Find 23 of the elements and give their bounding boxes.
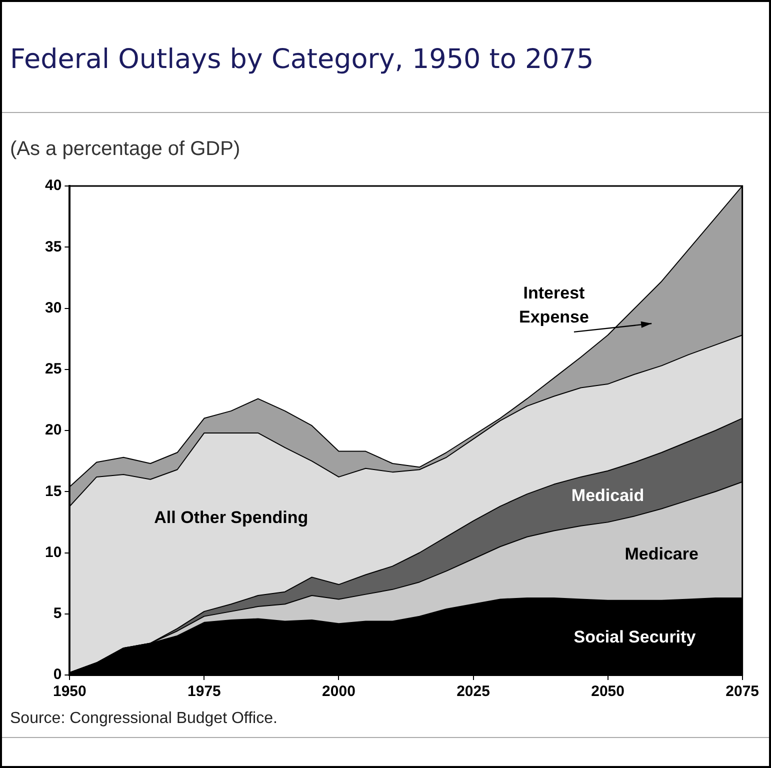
x-tick-label: 1950: [52, 683, 86, 700]
y-tick-label: 40: [44, 177, 62, 194]
y-tick-label: 15: [44, 482, 62, 500]
y-tick-label: 25: [44, 360, 62, 378]
series-label: Medicaid: [571, 486, 644, 506]
y-tick-label: 35: [44, 238, 62, 256]
x-tick-label: 2000: [322, 683, 356, 700]
y-tick-label: 10: [44, 544, 62, 561]
chart-subtitle: (As a percentage of GDP): [10, 138, 240, 161]
y-tick-label: 5: [53, 605, 62, 622]
chart-title: Federal Outlays by Category, 1950 to 2075: [10, 44, 594, 75]
y-tick-label: 30: [44, 299, 62, 316]
x-tick-label: 2050: [591, 683, 624, 700]
source-note: Source: Congressional Budget Office.: [10, 710, 278, 728]
x-tick-label: 2075: [726, 683, 760, 700]
series-label: Medicare: [624, 544, 698, 564]
series-label: Social Security: [574, 627, 696, 646]
series-label: Interest Expense: [519, 284, 589, 327]
x-tick-label: 1975: [188, 683, 221, 700]
x-tick-label: 2025: [456, 683, 490, 700]
series-label: All Other Spending: [154, 508, 308, 528]
y-tick-label: 0: [53, 666, 62, 684]
y-tick-label: 20: [44, 422, 62, 439]
